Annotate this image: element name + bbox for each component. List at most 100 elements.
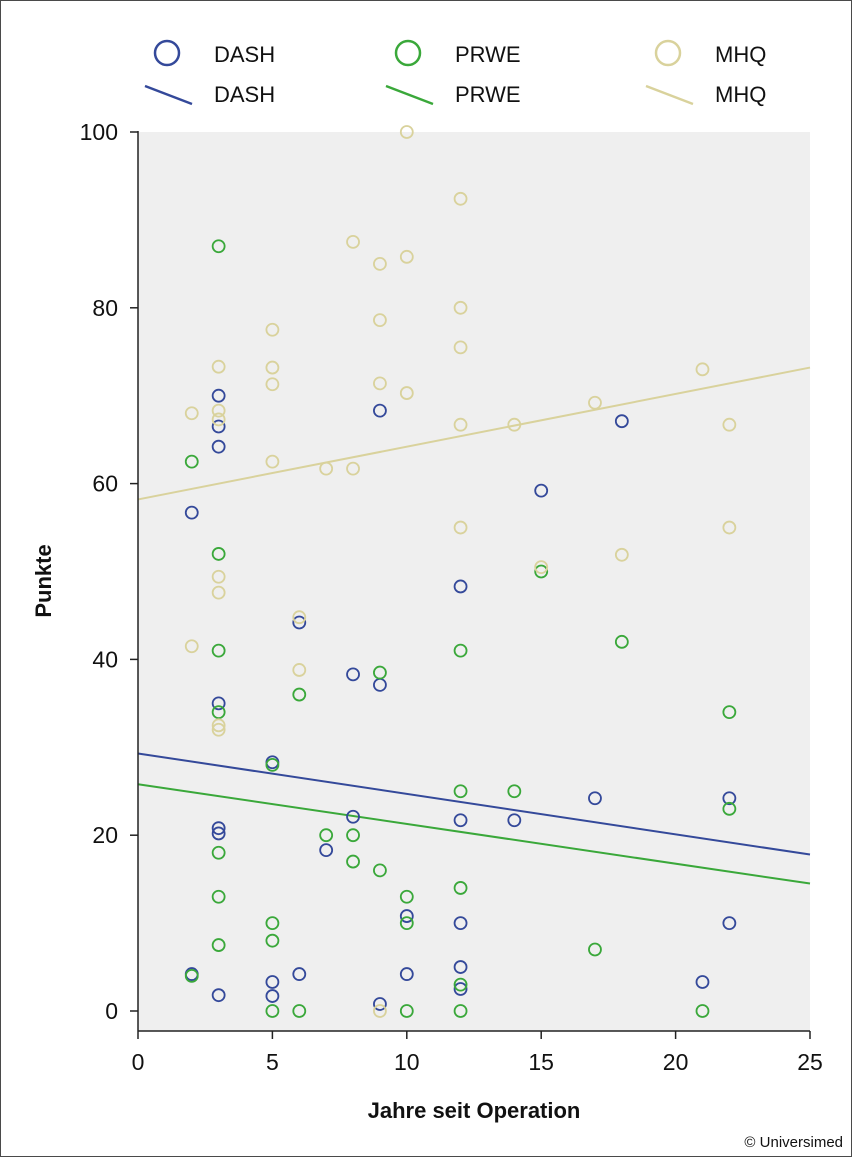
legend-marker-prwe — [394, 39, 422, 67]
point-prwe — [614, 634, 629, 649]
x-tick-label: 25 — [797, 1049, 823, 1075]
trend-line-prwe — [137, 783, 811, 885]
point-mhq — [211, 569, 226, 584]
data-points — [184, 125, 737, 1018]
point-dash — [453, 960, 468, 974]
point-prwe — [211, 547, 226, 561]
point-dash — [453, 916, 468, 930]
y-tick-label: 0 — [105, 998, 118, 1024]
y-tick-label: 20 — [92, 822, 118, 848]
point-mhq — [453, 191, 468, 206]
legend-marker-mhq — [654, 39, 682, 67]
point-mhq — [453, 520, 468, 535]
point-prwe — [373, 863, 387, 878]
point-dash — [346, 809, 360, 824]
y-tick-label: 80 — [92, 295, 118, 321]
trend-line-dash — [137, 752, 811, 856]
point-dash — [507, 813, 522, 828]
point-prwe — [265, 916, 280, 930]
point-mhq — [453, 417, 468, 432]
point-prwe — [453, 977, 468, 992]
plot-area — [138, 132, 810, 1031]
point-mhq — [292, 663, 307, 677]
point-mhq — [453, 340, 468, 355]
legend-line-mhq — [645, 84, 694, 106]
point-mhq — [292, 610, 307, 625]
point-prwe — [373, 665, 387, 680]
point-mhq — [211, 722, 226, 737]
point-mhq — [346, 461, 360, 476]
point-dash — [695, 975, 710, 989]
point-prwe — [507, 784, 522, 799]
legend-line-dash — [144, 84, 193, 106]
point-prwe — [184, 968, 199, 983]
point-dash — [722, 916, 737, 930]
point-dash — [211, 821, 226, 836]
point-prwe — [695, 1004, 710, 1018]
point-dash — [265, 975, 280, 989]
point-mhq — [588, 395, 602, 410]
point-prwe — [211, 643, 226, 658]
point-prwe — [292, 687, 307, 702]
point-prwe — [292, 1004, 307, 1018]
point-dash — [722, 791, 737, 806]
x-ticks: 0 5 10 15 20 25 — [132, 1031, 823, 1075]
point-prwe — [534, 564, 549, 579]
point-mhq — [534, 560, 549, 575]
point-mhq — [319, 461, 334, 476]
point-mhq — [695, 362, 710, 377]
legend: DASH DASH PRWE PRWE MHQ MHQ — [144, 39, 766, 107]
point-prwe — [211, 845, 226, 860]
point-mhq — [211, 403, 226, 418]
point-dash — [346, 667, 360, 682]
legend-line-label-mhq: MHQ — [715, 82, 766, 107]
point-prwe — [265, 757, 280, 772]
trend-lines — [137, 366, 811, 885]
point-prwe — [588, 942, 602, 957]
legend-label-prwe: PRWE — [455, 42, 521, 67]
point-dash — [211, 826, 226, 841]
y-tick-label: 40 — [92, 646, 118, 672]
point-prwe — [453, 643, 468, 658]
point-mhq — [373, 376, 387, 391]
point-dash — [211, 696, 226, 711]
point-prwe — [722, 801, 737, 816]
x-tick-label: 5 — [266, 1049, 279, 1075]
point-dash — [184, 505, 199, 520]
point-mhq — [399, 386, 414, 400]
point-dash — [534, 483, 549, 498]
point-mhq — [722, 417, 737, 432]
legend-line-label-dash: DASH — [214, 82, 275, 107]
point-mhq — [265, 454, 280, 469]
point-prwe — [346, 828, 360, 843]
point-mhq — [211, 359, 226, 374]
point-mhq — [184, 639, 199, 654]
point-dash — [265, 989, 280, 1003]
axes: 0 5 10 15 20 25 0 20 40 60 80 100 — [80, 119, 823, 1075]
legend-line-prwe — [385, 84, 434, 106]
point-dash — [292, 967, 307, 981]
point-dash — [211, 439, 226, 454]
point-mhq — [453, 300, 468, 315]
point-mhq — [373, 1004, 387, 1018]
point-prwe — [399, 889, 414, 904]
point-dash — [211, 988, 226, 1003]
point-dash — [373, 997, 387, 1011]
point-prwe — [399, 1004, 414, 1018]
point-prwe — [319, 828, 334, 843]
point-dash — [399, 909, 414, 923]
point-mhq — [399, 249, 414, 264]
x-tick-label: 10 — [394, 1049, 420, 1075]
x-tick-label: 0 — [132, 1049, 145, 1075]
point-mhq — [722, 520, 737, 535]
point-prwe — [211, 938, 226, 952]
y-axis-title: Punkte — [31, 544, 56, 617]
point-prwe — [184, 454, 199, 469]
point-dash — [211, 388, 226, 403]
y-tick-label: 100 — [80, 119, 118, 145]
point-prwe — [346, 854, 360, 869]
x-tick-label: 15 — [528, 1049, 554, 1075]
point-mhq — [184, 406, 199, 421]
point-prwe — [453, 1004, 468, 1018]
